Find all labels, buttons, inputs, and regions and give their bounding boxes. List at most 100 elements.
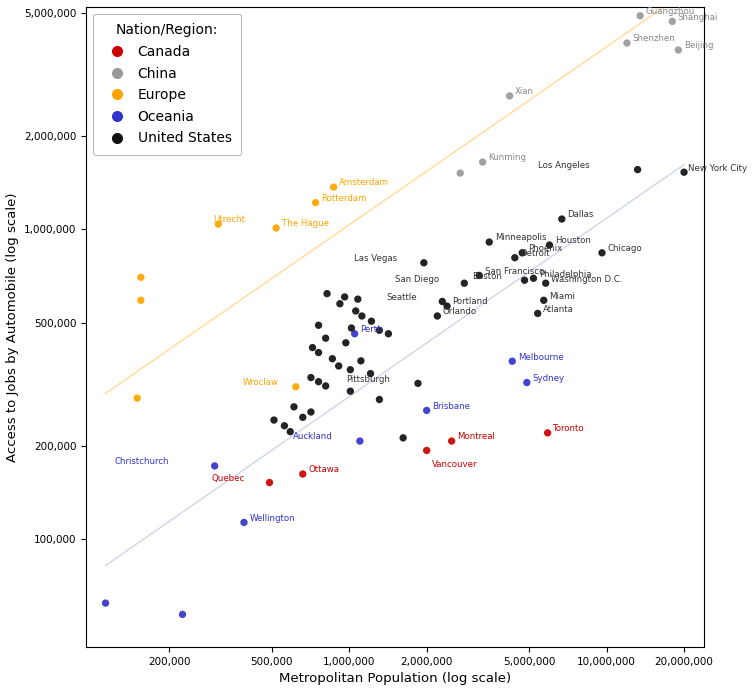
Point (305, 372, 317, 383)
Point (270, 223, 282, 234)
Text: Auckland: Auckland (293, 433, 333, 442)
Point (326, 353, 339, 364)
Point (131, 392, 143, 404)
Point (310, 197, 322, 208)
Text: San Francisco: San Francisco (485, 267, 544, 276)
Point (544, 240, 556, 251)
Point (321, 288, 333, 299)
Point (355, 355, 367, 366)
Point (345, 323, 357, 334)
Text: Los Angeles: Los Angeles (538, 161, 589, 170)
Text: Montreal: Montreal (457, 433, 495, 442)
Text: Boston: Boston (472, 272, 501, 281)
Point (397, 433, 409, 444)
Point (364, 368, 376, 379)
Point (328, 182, 340, 193)
Point (596, 247, 608, 258)
Point (366, 316, 378, 327)
Point (412, 378, 424, 389)
Point (297, 468, 309, 480)
Point (135, 272, 147, 283)
Point (334, 299, 346, 310)
Text: Orlando: Orlando (443, 307, 477, 316)
Point (446, 435, 458, 446)
Text: Amsterdam: Amsterdam (339, 178, 389, 187)
Point (278, 420, 290, 431)
Point (238, 517, 250, 528)
Text: Xian: Xian (515, 87, 534, 96)
Text: Melbourne: Melbourne (518, 352, 563, 361)
Text: Shenzhen: Shenzhen (633, 35, 676, 44)
Point (356, 310, 368, 321)
Point (312, 320, 324, 331)
Text: Las Vegas: Las Vegas (354, 254, 397, 263)
Point (506, 356, 518, 367)
Point (509, 252, 521, 263)
Point (373, 394, 385, 405)
Text: San Diego: San Diego (395, 274, 439, 283)
Point (320, 381, 332, 392)
Point (213, 218, 225, 229)
Point (538, 295, 550, 306)
Text: Utrecht: Utrecht (213, 216, 245, 225)
Point (284, 426, 296, 437)
Point (333, 361, 345, 372)
Point (532, 308, 544, 319)
Point (519, 275, 531, 286)
Point (312, 347, 324, 358)
Text: Washington D.C.: Washington D.C. (551, 274, 623, 283)
Text: Portland: Portland (452, 297, 489, 306)
Text: Detroit: Detroit (520, 249, 550, 258)
Text: Rotterdam: Rotterdam (321, 194, 366, 203)
Point (477, 157, 489, 168)
Point (348, 328, 360, 339)
Text: Beijing: Beijing (684, 41, 713, 50)
Point (678, 167, 690, 178)
Point (441, 301, 453, 312)
Point (541, 427, 553, 438)
Point (528, 273, 540, 284)
Point (373, 325, 385, 336)
Text: Toronto: Toronto (553, 424, 585, 433)
Text: Kunming: Kunming (489, 153, 526, 162)
Point (297, 412, 309, 423)
Point (312, 376, 324, 387)
Point (540, 278, 552, 289)
Point (621, 37, 633, 48)
Point (556, 214, 568, 225)
Text: New York City: New York City (688, 164, 747, 173)
Point (504, 91, 516, 102)
Point (209, 460, 221, 471)
Text: The Hague: The Hague (282, 219, 329, 229)
Point (421, 445, 433, 456)
Text: Brisbane: Brisbane (432, 401, 470, 410)
Text: Wroclaw: Wroclaw (243, 378, 279, 387)
Point (290, 381, 302, 392)
Text: Minneapolis: Minneapolis (495, 234, 547, 243)
Point (667, 16, 679, 27)
Point (263, 477, 275, 488)
Text: Houston: Houston (555, 236, 591, 245)
Text: Philadelphia: Philadelphia (539, 269, 592, 278)
Point (320, 332, 332, 343)
Point (421, 405, 433, 416)
Point (431, 310, 443, 321)
Point (345, 386, 357, 397)
Text: Sydney: Sydney (532, 374, 565, 383)
Point (345, 364, 357, 375)
Point (673, 44, 685, 55)
Text: Shanghai: Shanghai (678, 12, 719, 21)
Point (350, 305, 362, 316)
Text: Seattle: Seattle (387, 293, 418, 302)
Point (176, 609, 188, 620)
Legend: Canada, China, Europe, Oceania, United States: Canada, China, Europe, Oceania, United S… (93, 14, 241, 155)
Point (454, 168, 466, 179)
Point (268, 415, 280, 426)
Point (354, 435, 366, 446)
Point (458, 278, 470, 289)
Text: Phoenix: Phoenix (528, 244, 562, 253)
Text: Atlanta: Atlanta (544, 305, 574, 314)
X-axis label: Metropolitan Population (log scale): Metropolitan Population (log scale) (279, 672, 511, 685)
Text: Wellington: Wellington (250, 514, 295, 523)
Point (339, 292, 351, 303)
